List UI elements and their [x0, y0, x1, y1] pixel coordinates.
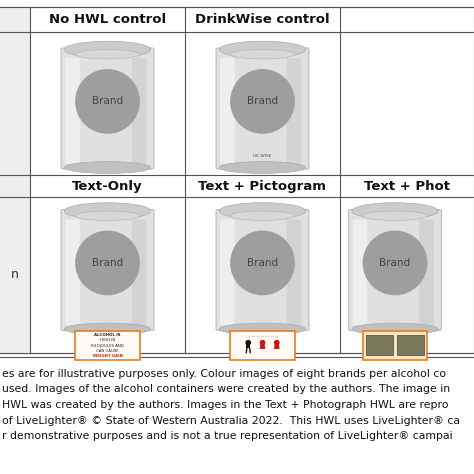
- Ellipse shape: [219, 41, 306, 58]
- Text: DK WISE: DK WISE: [253, 154, 272, 158]
- Bar: [363, 331, 428, 360]
- Circle shape: [230, 230, 295, 295]
- Text: HIGH IN: HIGH IN: [100, 338, 115, 342]
- FancyBboxPatch shape: [216, 210, 309, 330]
- Ellipse shape: [64, 323, 151, 335]
- FancyBboxPatch shape: [220, 219, 235, 325]
- Ellipse shape: [230, 49, 295, 59]
- Text: KILOJOULES AND: KILOJOULES AND: [91, 344, 124, 347]
- Ellipse shape: [219, 203, 306, 219]
- Circle shape: [363, 230, 428, 295]
- FancyBboxPatch shape: [220, 58, 235, 164]
- FancyBboxPatch shape: [216, 48, 309, 169]
- FancyBboxPatch shape: [132, 58, 146, 164]
- Bar: [0, 7, 474, 353]
- Circle shape: [260, 340, 265, 346]
- FancyBboxPatch shape: [65, 58, 80, 164]
- Polygon shape: [274, 343, 280, 349]
- Text: Brand: Brand: [247, 96, 278, 107]
- Bar: [230, 331, 295, 360]
- Ellipse shape: [219, 162, 306, 173]
- Ellipse shape: [75, 49, 140, 59]
- FancyBboxPatch shape: [61, 48, 154, 169]
- FancyBboxPatch shape: [353, 219, 367, 325]
- Text: Text + Pictogram: Text + Pictogram: [199, 180, 327, 192]
- Ellipse shape: [352, 203, 438, 219]
- FancyBboxPatch shape: [287, 58, 301, 164]
- FancyBboxPatch shape: [61, 210, 154, 330]
- Bar: [75, 331, 140, 360]
- Circle shape: [230, 69, 295, 134]
- Text: HWL was created by the authors. Images in the Text + Photograph HWL are repro: HWL was created by the authors. Images i…: [2, 400, 448, 410]
- Circle shape: [274, 340, 280, 346]
- Text: Brand: Brand: [247, 258, 278, 268]
- Text: — — — — — — —: — — — — — — —: [247, 335, 278, 338]
- Text: es are for illustrative purposes only. Colour images of eight brands per alcohol: es are for illustrative purposes only. C…: [2, 369, 446, 379]
- Text: Text-Only: Text-Only: [72, 180, 143, 192]
- Text: ALCOHOL IS: ALCOHOL IS: [94, 333, 121, 337]
- Text: Brand: Brand: [92, 96, 123, 107]
- FancyBboxPatch shape: [65, 219, 80, 325]
- Text: n: n: [11, 268, 19, 282]
- Text: CAN CAUSE: CAN CAUSE: [96, 349, 119, 353]
- FancyBboxPatch shape: [348, 210, 441, 330]
- Text: WEIGHT GAIN: WEIGHT GAIN: [92, 354, 122, 358]
- Bar: [366, 335, 393, 356]
- Text: r demonstrative purposes and is not a true representation of LiveLighter® campai: r demonstrative purposes and is not a tr…: [2, 431, 453, 441]
- Ellipse shape: [75, 211, 140, 220]
- Text: used. Images of the alcohol containers were created by the authors. The image in: used. Images of the alcohol containers w…: [2, 384, 450, 394]
- Polygon shape: [260, 343, 265, 349]
- Circle shape: [75, 69, 140, 134]
- FancyBboxPatch shape: [419, 219, 434, 325]
- Ellipse shape: [363, 211, 428, 220]
- Ellipse shape: [352, 323, 438, 335]
- Text: Brand: Brand: [92, 258, 123, 268]
- Bar: [246, 343, 250, 348]
- Circle shape: [75, 230, 140, 295]
- Ellipse shape: [64, 162, 151, 173]
- FancyBboxPatch shape: [287, 219, 301, 325]
- Text: Brand: Brand: [380, 258, 410, 268]
- Circle shape: [246, 340, 251, 346]
- Text: of LiveLighter® © State of Western Australia 2022.  This HWL uses LiveLighter® c: of LiveLighter® © State of Western Austr…: [2, 416, 460, 426]
- Text: No HWL control: No HWL control: [49, 13, 166, 26]
- Ellipse shape: [64, 41, 151, 58]
- Ellipse shape: [64, 203, 151, 219]
- Ellipse shape: [219, 323, 306, 335]
- Ellipse shape: [230, 211, 295, 220]
- FancyBboxPatch shape: [132, 219, 146, 325]
- Text: Text + Phot: Text + Phot: [364, 180, 450, 192]
- Bar: [0, 7, 30, 353]
- Bar: [397, 335, 424, 356]
- Text: DrinkWise control: DrinkWise control: [195, 13, 330, 26]
